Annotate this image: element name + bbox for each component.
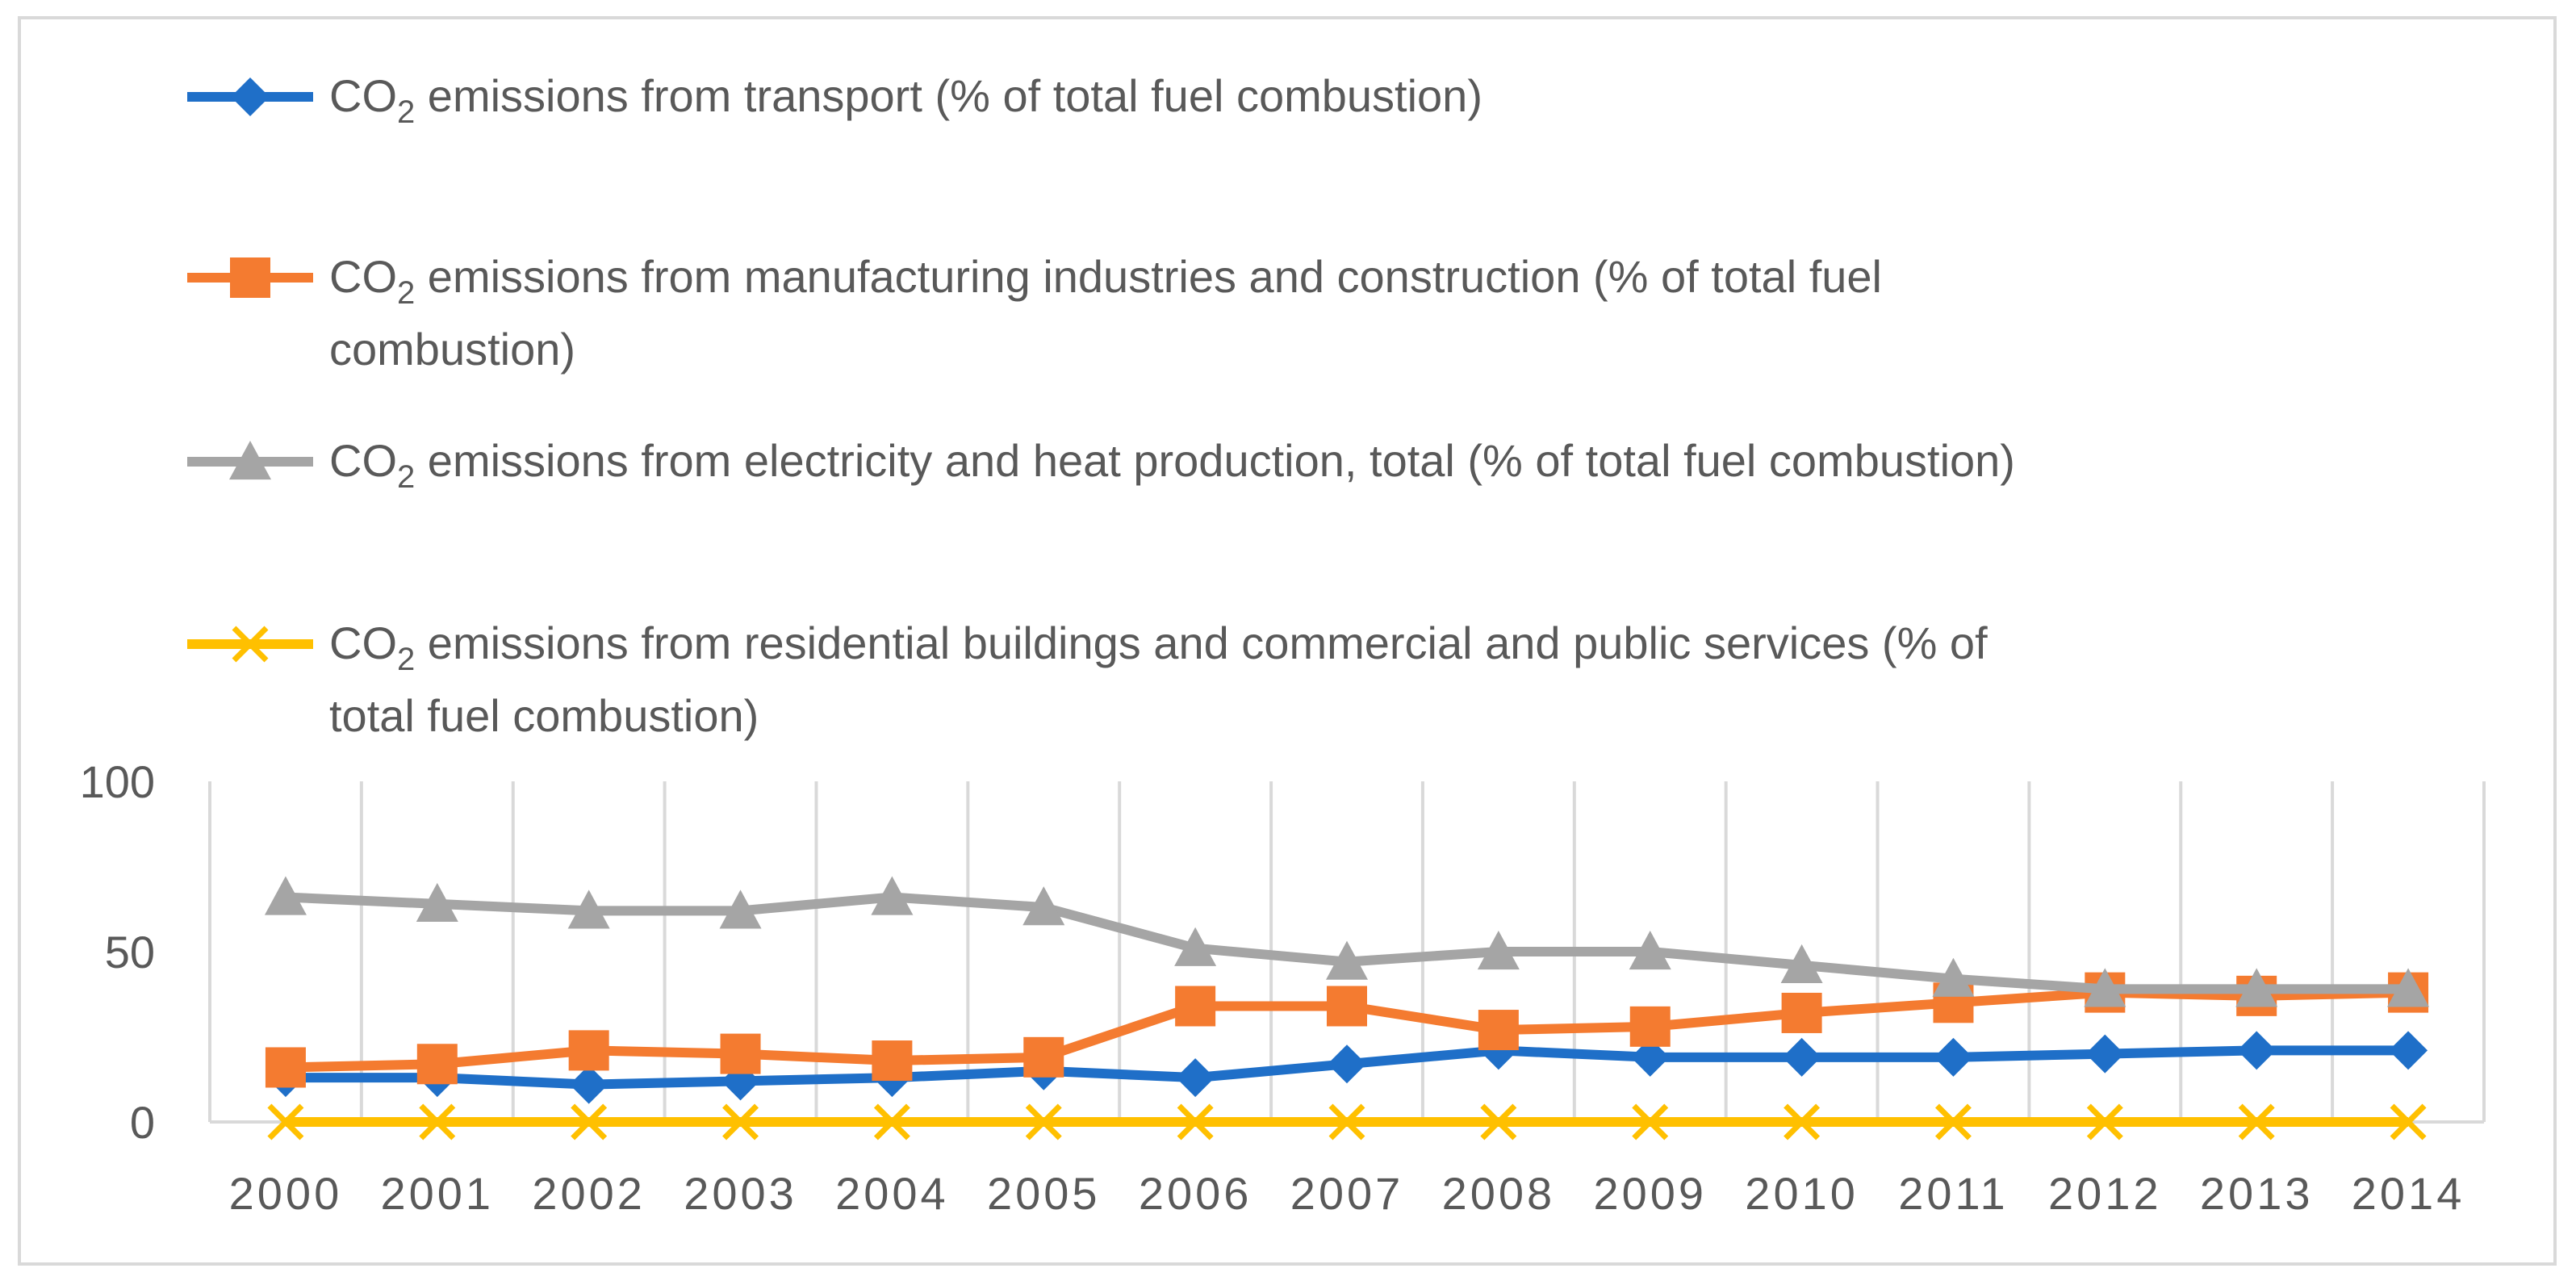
legend-label-3-line-0: CO2 emissions from residential buildings… xyxy=(329,617,1988,677)
series-1-point-2009 xyxy=(1629,1006,1671,1047)
series-1-point-2004 xyxy=(872,1040,913,1082)
series-0-point-2009 xyxy=(1630,1037,1670,1077)
series-1-point-2008 xyxy=(1478,1010,1519,1051)
series-1-point-2007 xyxy=(1327,986,1367,1027)
x-tick-label-2007: 2007 xyxy=(1290,1168,1404,1219)
series-3-point-2004 xyxy=(873,1103,910,1141)
legend-label-0-line-0: CO2 emissions from transport (% of total… xyxy=(329,70,1482,130)
x-tick-label-2004: 2004 xyxy=(835,1168,949,1219)
series-0-point-2014 xyxy=(2389,1031,2428,1070)
series-3-point-2000 xyxy=(267,1103,304,1141)
legend-marker-3 xyxy=(232,626,269,663)
series-1-point-2006 xyxy=(1175,986,1216,1027)
series-3-point-2003 xyxy=(722,1103,759,1141)
series-2-point-2006 xyxy=(1174,927,1217,966)
series-1-point-2005 xyxy=(1023,1036,1064,1078)
y-tick-label-50: 50 xyxy=(105,927,155,977)
legend-marker-0 xyxy=(231,77,270,116)
x-tick-label-2013: 2013 xyxy=(2200,1168,2314,1219)
series-1-point-2002 xyxy=(568,1030,609,1071)
series-0-point-2007 xyxy=(1328,1044,1366,1084)
series-3-point-2010 xyxy=(1784,1103,1821,1141)
legend-label-3-line-1: total fuel combustion) xyxy=(329,690,759,741)
series-0-point-2002 xyxy=(569,1065,608,1104)
series-2-point-2002 xyxy=(567,889,610,929)
series-0-point-2011 xyxy=(1934,1037,1973,1077)
series-3-point-2012 xyxy=(2086,1103,2123,1141)
x-tick-label-2001: 2001 xyxy=(381,1168,495,1219)
x-tick-label-2011: 2011 xyxy=(1898,1168,2008,1219)
series-3-point-2001 xyxy=(419,1103,456,1141)
x-tick-label-2002: 2002 xyxy=(532,1168,646,1219)
x-tick-label-2012: 2012 xyxy=(2048,1168,2162,1219)
legend-label-1-line-1: combustion) xyxy=(329,324,575,375)
legend-label-1-line-0: CO2 emissions from manufacturing industr… xyxy=(329,251,1882,311)
y-tick-label-0: 0 xyxy=(130,1097,155,1148)
series-3-point-2008 xyxy=(1480,1103,1517,1141)
y-tick-label-100: 100 xyxy=(80,756,155,807)
series-3-point-2002 xyxy=(571,1103,608,1141)
x-tick-label-2014: 2014 xyxy=(2352,1168,2465,1219)
series-2-point-2011 xyxy=(1932,957,1975,997)
series-2-point-2014 xyxy=(2387,968,2430,1007)
series-2-point-2007 xyxy=(1326,940,1368,980)
x-tick-label-2000: 2000 xyxy=(229,1168,343,1219)
series-2-point-2012 xyxy=(2084,968,2126,1007)
series-0-point-2012 xyxy=(2085,1034,2125,1074)
series-1-point-2000 xyxy=(265,1047,306,1088)
series-0-point-2013 xyxy=(2237,1031,2277,1070)
series-0-point-2010 xyxy=(1782,1037,1821,1077)
legend-marker-1 xyxy=(230,257,270,298)
x-tick-label-2005: 2005 xyxy=(987,1168,1101,1219)
series-3-point-2005 xyxy=(1025,1103,1062,1141)
series-3-point-2007 xyxy=(1328,1103,1365,1141)
series-2-point-2009 xyxy=(1629,931,1671,970)
series-3-point-2006 xyxy=(1177,1103,1214,1141)
series-1-point-2001 xyxy=(416,1044,458,1085)
legend-label-2-line-0: CO2 emissions from electricity and heat … xyxy=(329,435,2015,495)
series-2-point-2003 xyxy=(719,889,762,929)
series-2-point-2004 xyxy=(871,876,914,915)
x-tick-label-2006: 2006 xyxy=(1139,1168,1252,1219)
legend-marker-2 xyxy=(229,441,271,480)
series-2-point-2008 xyxy=(1477,931,1520,970)
series-1-point-2003 xyxy=(720,1033,761,1074)
series-2-point-2000 xyxy=(264,876,307,915)
series-3-point-2009 xyxy=(1632,1103,1669,1141)
series-3-point-2013 xyxy=(2238,1103,2275,1141)
x-tick-label-2010: 2010 xyxy=(1745,1168,1859,1219)
series-2-point-2001 xyxy=(416,882,458,923)
series-3-point-2011 xyxy=(1934,1103,1972,1141)
series-1-point-2010 xyxy=(1781,992,1822,1033)
series-2-point-2010 xyxy=(1780,944,1823,983)
x-tick-label-2009: 2009 xyxy=(1593,1168,1707,1219)
series-2-point-2013 xyxy=(2235,968,2278,1007)
series-0-point-2006 xyxy=(1176,1058,1215,1098)
series-3-point-2014 xyxy=(2390,1103,2427,1141)
x-tick-label-2008: 2008 xyxy=(1442,1168,1556,1219)
series-2-point-2005 xyxy=(1022,886,1065,926)
x-tick-label-2003: 2003 xyxy=(684,1168,797,1219)
